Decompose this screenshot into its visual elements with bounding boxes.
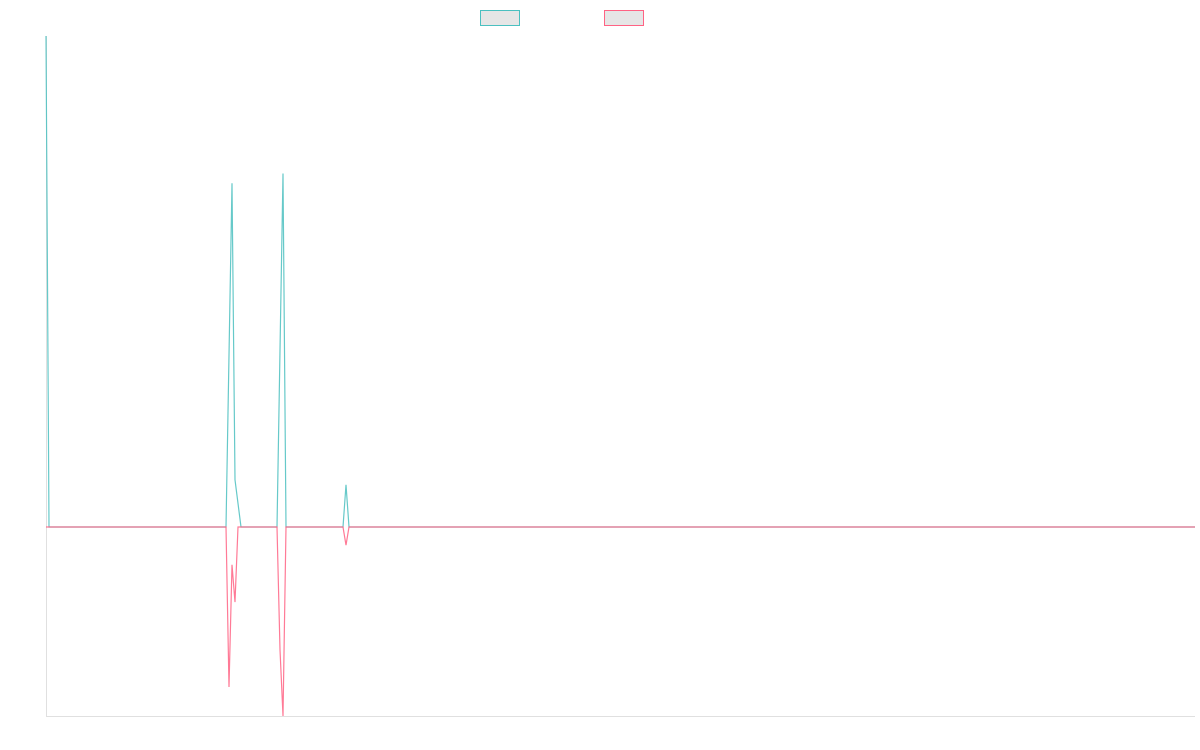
legend-series-2[interactable] bbox=[604, 10, 644, 26]
series-2-line bbox=[46, 526, 1195, 717]
legend-series-1[interactable] bbox=[480, 10, 520, 26]
series-1-line bbox=[45, 35, 1195, 528]
